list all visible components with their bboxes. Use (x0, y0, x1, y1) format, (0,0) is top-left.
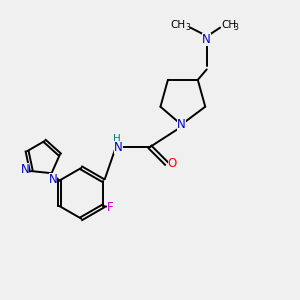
Text: H: H (113, 134, 121, 144)
Text: O: O (168, 157, 177, 170)
Text: CH: CH (222, 20, 237, 30)
Text: N: N (177, 118, 186, 131)
Text: 3: 3 (186, 23, 191, 32)
Text: CH: CH (171, 20, 186, 30)
Text: N: N (202, 33, 211, 46)
Text: N: N (114, 140, 123, 154)
Text: F: F (106, 201, 113, 214)
Text: N: N (20, 163, 29, 176)
Text: N: N (49, 173, 57, 186)
Text: 3: 3 (234, 23, 239, 32)
